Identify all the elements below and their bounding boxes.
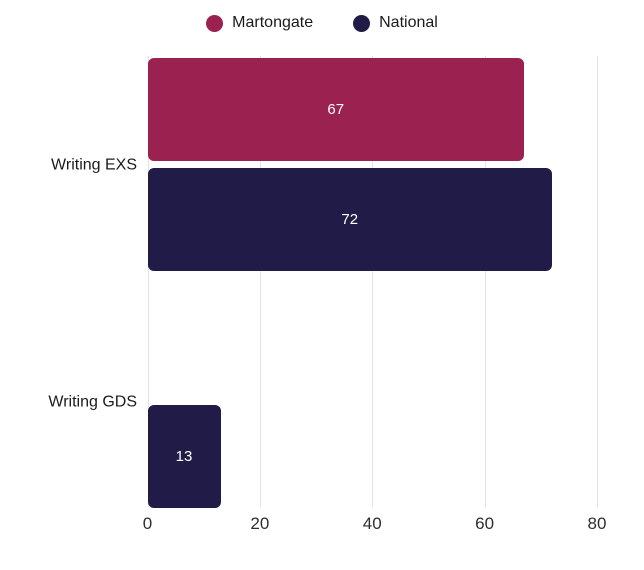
legend-item-national[interactable]: National	[353, 14, 438, 32]
bar-national-writing-gds[interactable]: 13	[147, 405, 221, 508]
gridline-x-0	[147, 56, 149, 507]
legend-label-martongate: Martongate	[232, 14, 314, 31]
x-axis-tick-label: 0	[142, 514, 153, 533]
legend-item-martongate[interactable]: Martongate	[206, 14, 314, 32]
gridline-x-40	[372, 56, 374, 507]
bar-national-writing-exs[interactable]: 72	[147, 168, 553, 271]
gridline-x-60	[484, 56, 486, 507]
legend-dot-martongate-icon	[206, 14, 224, 32]
bar-value-label: 67	[327, 101, 345, 118]
x-axis-tick-label: 60	[475, 514, 495, 533]
legend-dot-national-icon	[353, 14, 371, 32]
x-axis-tick-label: 80	[587, 514, 607, 533]
x-axis-tick-label: 40	[362, 514, 382, 533]
chart-legend: Martongate National	[0, 8, 644, 38]
legend-label-national: National	[379, 14, 438, 31]
x-axis-tick-label: 20	[250, 514, 270, 533]
category-label-writing-gds: Writing GDS	[48, 392, 137, 410]
gridline-x-80	[597, 56, 598, 507]
bar-value-label: 72	[341, 211, 359, 228]
category-label-writing-exs: Writing EXS	[51, 155, 137, 173]
gridline-x-20	[259, 56, 261, 507]
bar-value-label: 13	[175, 448, 193, 465]
bar-martongate-writing-exs[interactable]: 67	[147, 58, 524, 161]
